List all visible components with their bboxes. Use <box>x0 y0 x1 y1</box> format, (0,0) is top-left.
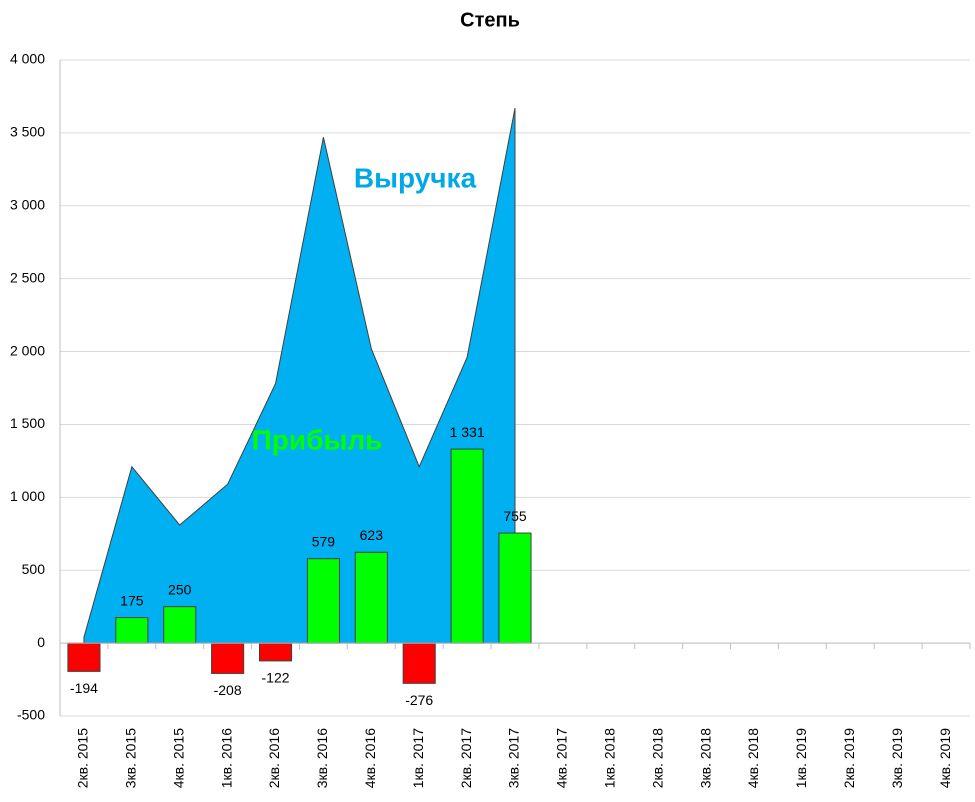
bar <box>258 642 293 662</box>
x-tick-label: 4кв. 2016 <box>362 728 378 788</box>
data-label: -276 <box>405 692 433 708</box>
data-label: -122 <box>262 670 290 686</box>
data-label: 623 <box>360 527 384 543</box>
y-tick-label: 500 <box>22 561 46 577</box>
y-tick-label: 3 000 <box>10 196 45 212</box>
x-tick-label: 4кв. 2018 <box>745 728 761 788</box>
bar <box>354 551 388 644</box>
x-tick-label: 1кв. 2019 <box>793 728 809 788</box>
x-tick-label: 4кв. 2015 <box>170 728 186 788</box>
bar <box>498 532 532 644</box>
data-label: -208 <box>214 682 242 698</box>
bar <box>211 642 245 674</box>
bar <box>67 642 101 672</box>
chart-title: Степь <box>460 9 520 31</box>
revenue-area <box>83 108 516 644</box>
y-tick-label: -500 <box>17 707 45 723</box>
x-tick-label: 3кв. 2019 <box>889 728 905 788</box>
x-tick-label: 3кв. 2015 <box>123 728 139 788</box>
data-label: 1 331 <box>450 424 485 440</box>
data-label: 755 <box>503 508 527 524</box>
bar <box>402 642 436 684</box>
y-tick-label: 4 000 <box>10 51 45 67</box>
x-tick-label: 4кв. 2019 <box>937 728 953 788</box>
y-tick-label: 1 500 <box>10 415 45 431</box>
data-label: 175 <box>120 592 144 608</box>
x-tick-label: 4кв. 2017 <box>554 728 570 788</box>
x-tick-label: 3кв. 2017 <box>506 728 522 788</box>
x-tick-label: 2кв. 2018 <box>649 728 665 788</box>
y-tick-label: 2 500 <box>10 269 45 285</box>
x-tick-label: 3кв. 2018 <box>697 728 713 788</box>
x-tick-label: 2кв. 2019 <box>841 728 857 788</box>
bar <box>115 617 149 644</box>
y-tick-label: 3 500 <box>10 124 45 140</box>
y-tick-label: 0 <box>37 634 45 650</box>
bar <box>306 558 340 644</box>
x-tick-label: 3кв. 2016 <box>314 728 330 788</box>
x-tick-label: 1кв. 2016 <box>218 728 234 788</box>
data-label: 579 <box>312 533 336 549</box>
bar <box>163 606 197 644</box>
bar <box>450 448 484 644</box>
y-tick-label: 2 000 <box>10 342 45 358</box>
y-tick-label: 1 000 <box>10 488 45 504</box>
x-tick-label: 2кв. 2016 <box>266 728 282 788</box>
x-tick-label: 2кв. 2015 <box>75 728 91 788</box>
data-label: 250 <box>168 581 192 597</box>
x-tick-label: 2кв. 2017 <box>458 728 474 788</box>
x-tick-label: 1кв. 2018 <box>601 728 617 788</box>
x-tick-label: 1кв. 2017 <box>410 728 426 788</box>
data-label: -194 <box>70 680 98 696</box>
legend-label: Прибыль <box>252 424 383 455</box>
legend-label: Выручка <box>354 162 477 193</box>
